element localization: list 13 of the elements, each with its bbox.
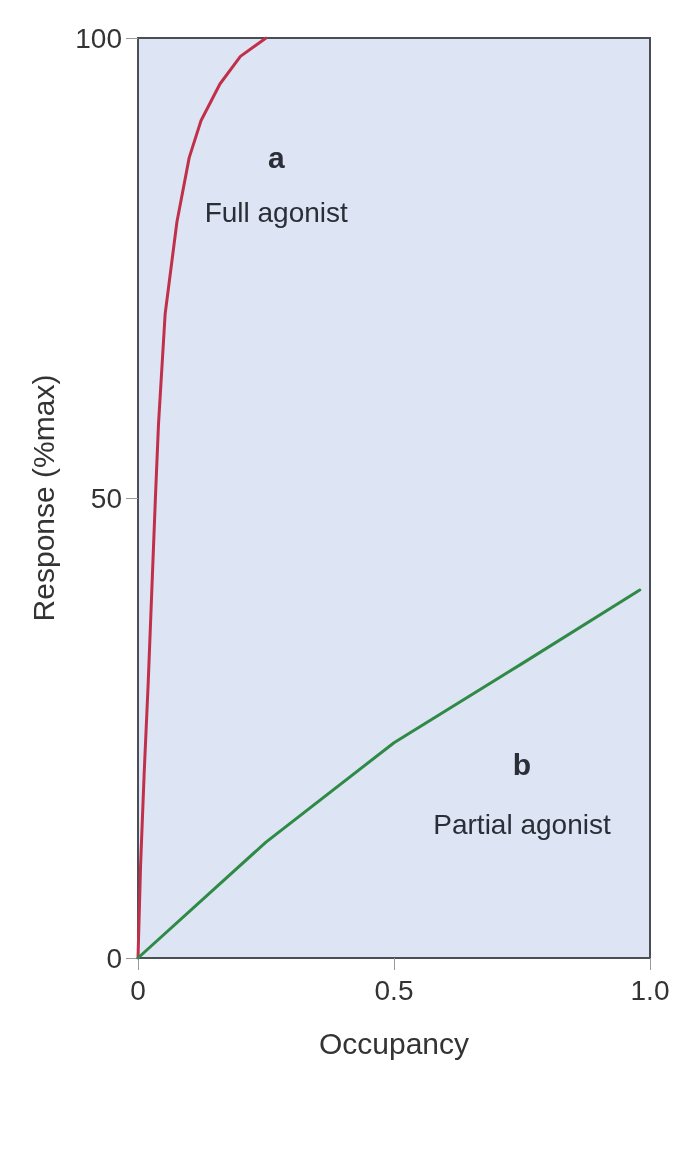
x-tick-label: 0.5 [374, 974, 414, 1006]
x-tick-label: 0 [130, 974, 146, 1006]
x-axis-title: Occupancy [318, 1026, 470, 1060]
line-series [136, 588, 642, 960]
annotation: Full agonist [204, 197, 349, 229]
y-axis-title: Response (%max) [26, 374, 60, 622]
y-tick-label: 0 [106, 942, 122, 974]
y-tick-label: 50 [90, 482, 122, 514]
annotation: a [267, 141, 285, 175]
y-tick-label: 100 [75, 22, 122, 54]
annotation: b [512, 748, 532, 782]
x-tick-label: 1.0 [630, 974, 670, 1006]
annotation: Partial agonist [433, 809, 611, 841]
